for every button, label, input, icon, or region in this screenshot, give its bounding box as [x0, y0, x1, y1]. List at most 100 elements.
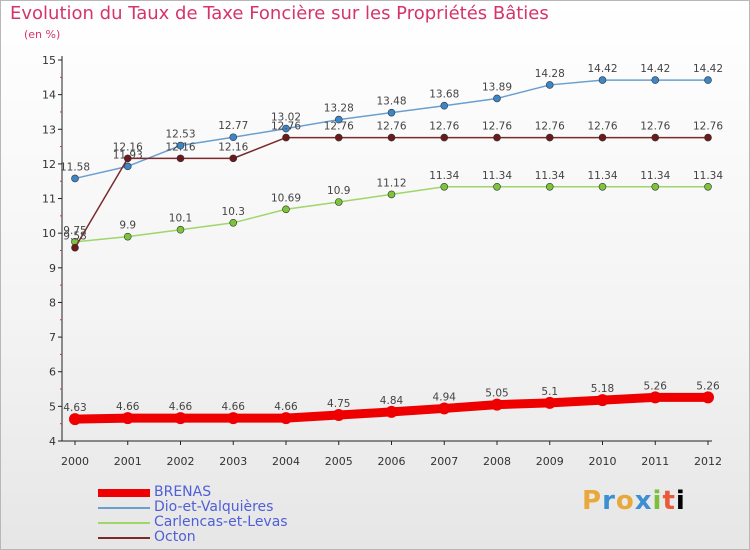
data-label: 11.12 — [376, 177, 406, 189]
legend-swatch-octon — [98, 537, 150, 539]
chart-title: Evolution du Taux de Taxe Foncière sur l… — [10, 3, 549, 24]
data-label: 13.68 — [429, 89, 459, 101]
data-label: 10.69 — [271, 192, 301, 204]
data-label: 4.66 — [222, 401, 246, 413]
data-point-2 — [598, 182, 607, 191]
y-tick-label: 11 — [42, 193, 56, 206]
data-label: 13.48 — [376, 96, 406, 108]
data-label: 5.05 — [485, 388, 508, 400]
data-label: 4.66 — [116, 401, 140, 413]
data-point-2 — [123, 232, 132, 241]
data-point-2 — [440, 182, 449, 191]
data-point-3 — [71, 243, 79, 252]
data-label: 12.76 — [271, 121, 301, 133]
data-label: 5.26 — [696, 380, 720, 392]
data-label: 12.76 — [324, 121, 354, 133]
logo-letter: P — [582, 486, 603, 516]
data-label: 13.89 — [482, 81, 512, 93]
data-label: 12.16 — [165, 141, 195, 153]
legend-label-brenas: BRENAS — [154, 484, 212, 500]
data-point-1 — [229, 133, 238, 142]
data-label: 12.76 — [693, 121, 723, 133]
x-tick-label: 2010 — [589, 455, 617, 468]
logo-letter: i — [652, 486, 663, 516]
data-point-1 — [123, 162, 132, 171]
data-label: 12.76 — [376, 121, 406, 133]
data-label: 14.42 — [587, 63, 617, 75]
data-point-brenas — [280, 412, 292, 425]
y-tick-label: 9 — [49, 262, 56, 275]
logo-letter: i — [675, 486, 686, 516]
data-point-3 — [229, 154, 238, 163]
data-point-3 — [440, 133, 449, 142]
x-tick-label: 2009 — [536, 455, 564, 468]
data-point-3 — [123, 154, 132, 163]
data-point-3 — [598, 133, 607, 142]
data-label: 10.1 — [169, 213, 192, 225]
data-point-brenas — [543, 396, 556, 409]
data-point-1 — [334, 115, 343, 124]
x-tick-label: 2001 — [114, 455, 142, 468]
data-label: 12.76 — [482, 121, 512, 133]
data-point-1 — [71, 174, 79, 183]
data-label: 4.63 — [63, 402, 86, 414]
data-label: 11.34 — [429, 170, 459, 182]
legend-item-dio: Dio-et-Valquières — [98, 499, 358, 515]
data-label: 12.76 — [587, 121, 617, 133]
data-label: 5.18 — [591, 383, 614, 395]
data-point-brenas — [69, 413, 81, 426]
data-label: 11.58 — [60, 161, 90, 173]
data-point-3 — [387, 133, 396, 142]
chart-subtitle: (en %) — [24, 28, 61, 41]
y-tick-label: 4 — [49, 435, 56, 448]
data-point-3 — [282, 133, 290, 142]
data-label: 12.77 — [218, 120, 248, 132]
data-point-2 — [282, 205, 290, 214]
data-label: 5.26 — [644, 380, 668, 392]
data-label: 11.34 — [482, 170, 512, 182]
y-tick-label: 10 — [42, 227, 56, 240]
data-label: 4.66 — [274, 401, 298, 413]
data-point-2 — [493, 182, 501, 191]
data-label: 14.42 — [693, 63, 723, 75]
legend-item-octon: Octon — [98, 529, 358, 545]
x-tick-label: 2005 — [325, 455, 353, 468]
data-label: 12.76 — [640, 121, 670, 133]
x-tick-label: 2006 — [378, 455, 406, 468]
data-point-brenas — [596, 394, 609, 407]
data-point-3 — [704, 133, 712, 142]
y-tick-label: 6 — [49, 366, 56, 379]
data-label: 11.34 — [587, 170, 617, 182]
data-point-2 — [651, 182, 660, 191]
data-point-2 — [704, 182, 712, 191]
data-point-brenas — [121, 412, 134, 425]
data-point-1 — [440, 101, 449, 110]
legend-label-carlencas: Carlencas-et-Levas — [154, 514, 288, 530]
data-label: 14.42 — [640, 63, 670, 75]
data-label: 12.16 — [218, 141, 248, 153]
x-tick-label: 2011 — [641, 455, 669, 468]
data-point-3 — [651, 133, 660, 142]
legend: BRENAS Dio-et-Valquières Carlencas-et-Le… — [98, 484, 358, 545]
data-point-brenas — [491, 398, 503, 411]
data-label: 12.76 — [535, 121, 565, 133]
y-tick-label: 15 — [42, 54, 56, 67]
data-label: 12.16 — [113, 141, 143, 153]
data-point-2 — [545, 182, 554, 191]
y-tick-label: 5 — [49, 400, 56, 413]
data-label: 9.75 — [63, 225, 86, 237]
legend-label-octon: Octon — [154, 529, 196, 545]
data-point-brenas — [438, 402, 451, 415]
x-tick-label: 2012 — [694, 455, 722, 468]
data-point-brenas — [227, 412, 240, 425]
logo-letter: r — [602, 486, 616, 516]
data-point-brenas — [385, 405, 398, 418]
legend-swatch-carlencas — [98, 522, 150, 524]
x-tick-label: 2008 — [483, 455, 511, 468]
data-point-2 — [334, 198, 343, 206]
proxiti-logo: Proxiti — [582, 486, 686, 516]
data-point-2 — [387, 190, 396, 199]
data-label: 11.34 — [693, 170, 723, 182]
data-label: 4.66 — [169, 401, 193, 413]
